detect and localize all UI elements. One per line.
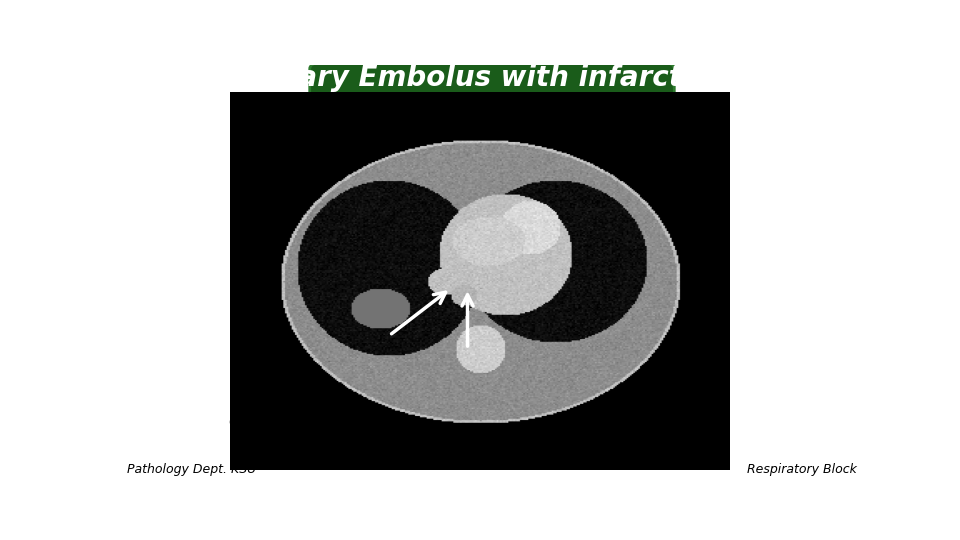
Text: Pulmonary Embolus with infarction – CT
scan: Pulmonary Embolus with infarction – CT s… (181, 64, 803, 124)
FancyBboxPatch shape (310, 63, 674, 125)
Text: infarction: infarction (449, 428, 535, 446)
Text: with lung: with lung (492, 414, 674, 431)
Text: Respiratory Block: Respiratory Block (747, 463, 856, 476)
Text: CT scan - white arrows show: CT scan - white arrows show (229, 414, 492, 431)
Text: pulmonary embolus: pulmonary embolus (492, 414, 693, 431)
Text: Pathology Dept. KSU: Pathology Dept. KSU (128, 463, 256, 476)
